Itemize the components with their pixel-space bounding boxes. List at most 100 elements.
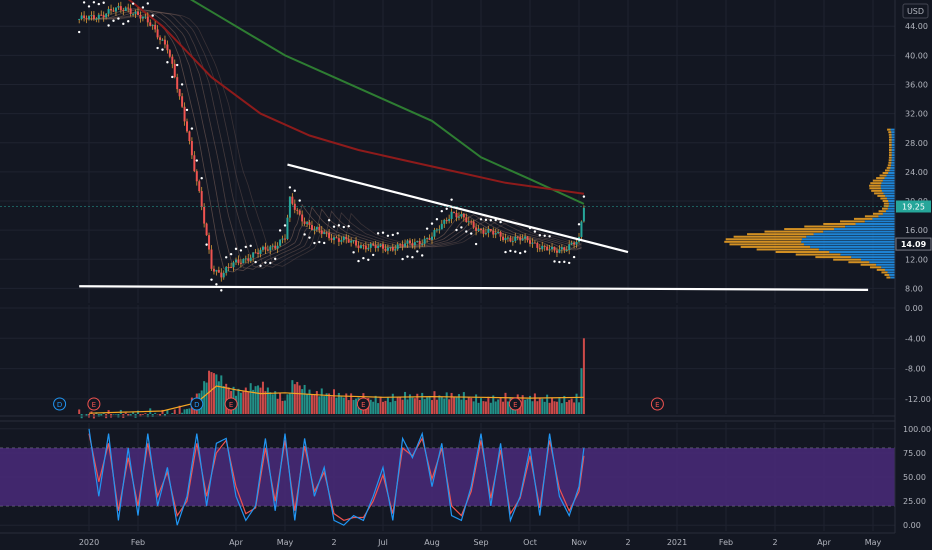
profile-bar-down	[880, 197, 887, 200]
price-tick-label: 12.00	[905, 255, 928, 264]
price-tags: 19.25 14.09	[0, 200, 932, 251]
candle-body	[114, 7, 117, 12]
volume-bar	[578, 402, 580, 414]
psar-dot	[538, 234, 541, 237]
candle-body	[448, 218, 451, 222]
candle-body	[188, 131, 191, 142]
candle-body	[97, 14, 100, 19]
profile-bar-up	[881, 189, 895, 192]
volume-bar	[573, 402, 576, 414]
volume-bar	[433, 391, 436, 414]
trendline[interactable]	[79, 285, 869, 291]
psar-dot	[577, 223, 581, 226]
volume-bar	[408, 394, 411, 414]
psar-dot	[166, 61, 169, 64]
profile-bar-up	[888, 200, 895, 203]
candle-body	[460, 214, 463, 217]
volume-bar	[480, 398, 482, 414]
psar-dot	[504, 250, 507, 254]
candle-body	[274, 245, 277, 249]
time-axis-background	[0, 533, 932, 550]
candle-body	[521, 238, 524, 241]
profile-bar-down	[888, 138, 892, 141]
event-marker[interactable]: E	[650, 397, 664, 411]
candle-body	[227, 267, 230, 269]
price-tick-label: 44.00	[905, 22, 928, 31]
profile-bar-up	[883, 192, 895, 195]
profile-bar-up	[806, 235, 895, 238]
volume-bar	[139, 414, 142, 417]
candle-body	[453, 211, 456, 213]
psar-dot	[548, 235, 551, 238]
volume-bar	[225, 383, 228, 414]
profile-bar-down	[889, 146, 892, 149]
candle-body	[310, 225, 313, 231]
profile-bar-down	[888, 136, 892, 139]
profile-bar-down	[815, 256, 852, 259]
profile-bar-up	[864, 220, 895, 223]
profile-bar-up	[890, 166, 895, 169]
stochastic-pane[interactable]	[0, 423, 895, 531]
volume-bar	[328, 393, 331, 414]
price-pane[interactable]	[0, 0, 895, 303]
candle-body	[198, 181, 201, 192]
psar-dot	[401, 257, 404, 261]
volume-bar	[455, 396, 458, 414]
volume-bar	[406, 399, 409, 414]
profile-bar-up	[801, 240, 895, 243]
candle-body	[132, 13, 135, 15]
candle-body	[553, 246, 556, 251]
volume-bar	[524, 399, 527, 414]
event-marker[interactable]: E	[508, 397, 522, 411]
profile-bar-up	[891, 133, 895, 136]
profile-bar-up	[881, 266, 895, 269]
profile-bar-up	[891, 164, 895, 167]
profile-bar-up	[834, 228, 895, 231]
profile-bar-up	[886, 197, 895, 200]
candle-body	[178, 89, 181, 97]
trendline[interactable]	[287, 163, 629, 254]
event-marker[interactable]: E	[224, 397, 238, 411]
candle-body	[78, 18, 81, 20]
candle-body	[560, 247, 563, 250]
currency-badge[interactable]: USD	[902, 3, 929, 19]
event-marker-label: E	[655, 401, 659, 409]
profile-bar-down	[882, 207, 888, 210]
volume-bar	[477, 402, 480, 414]
candle-body	[582, 207, 585, 222]
profile-bar-up	[891, 141, 895, 144]
profile-bar-down	[756, 248, 819, 251]
volume-bar	[443, 398, 446, 414]
volume-bar	[212, 373, 215, 414]
volume-bar	[333, 389, 335, 414]
event-marker[interactable]: D	[53, 397, 67, 411]
volume-bar	[470, 398, 473, 414]
trendlines[interactable]	[79, 163, 869, 291]
volume-bar	[345, 393, 348, 414]
ma-ribbon-line	[89, 9, 582, 270]
event-marker[interactable]: E	[356, 397, 370, 411]
profile-bar-down	[888, 161, 892, 164]
candle-body	[230, 267, 233, 269]
candle-body	[124, 7, 127, 11]
candle-body	[337, 238, 340, 242]
volume-bar	[337, 392, 340, 414]
event-marker[interactable]: E	[87, 397, 101, 411]
volume-bar	[186, 408, 188, 414]
volume-bar	[413, 398, 416, 414]
candle-body	[423, 238, 426, 244]
profile-bar-up	[872, 217, 895, 220]
volume-bar	[379, 397, 382, 414]
event-marker[interactable]: D	[190, 397, 204, 411]
psar-dot	[479, 218, 483, 221]
time-axis-label: Sep	[473, 538, 488, 547]
profile-bar-up	[889, 169, 895, 172]
time-axis[interactable]: 2020 Feb Apr May 2 Jul Aug Sep Oct Nov 2 2021 Feb 2 Ap…	[0, 532, 932, 550]
candle-body	[95, 18, 98, 20]
volume-bar	[308, 389, 311, 414]
psar-dot	[180, 83, 184, 86]
profile-bar-up	[880, 187, 895, 190]
